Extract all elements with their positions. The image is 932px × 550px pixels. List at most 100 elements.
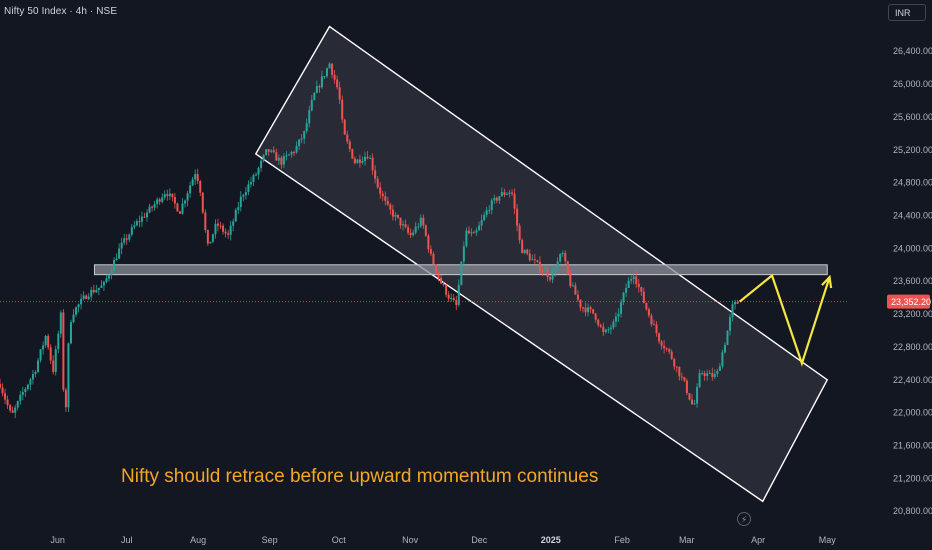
y-tick-label: 24,400.00 bbox=[893, 211, 932, 221]
lightning-icon[interactable] bbox=[737, 512, 751, 526]
candle-body bbox=[427, 235, 430, 250]
candle-body bbox=[348, 141, 351, 150]
candle-body bbox=[729, 317, 732, 331]
candle-body bbox=[460, 261, 463, 285]
candle-body bbox=[538, 261, 541, 271]
x-tick-label: May bbox=[819, 535, 837, 545]
candle-body bbox=[163, 194, 166, 198]
candle-body bbox=[587, 307, 590, 313]
candle-body bbox=[85, 295, 88, 299]
candle-body bbox=[173, 197, 176, 204]
candle-body bbox=[594, 313, 597, 320]
candle-body bbox=[105, 278, 108, 282]
candle-body bbox=[21, 392, 24, 395]
candle-body bbox=[247, 184, 250, 193]
candle-body bbox=[113, 259, 116, 271]
candle-body bbox=[178, 211, 181, 214]
candle-body bbox=[478, 225, 481, 231]
candle-body bbox=[54, 349, 57, 372]
candle-body bbox=[97, 287, 100, 291]
candle-body bbox=[703, 373, 706, 377]
candle-body bbox=[625, 287, 628, 293]
candle-body bbox=[75, 307, 78, 315]
currency-button[interactable]: INR bbox=[888, 4, 926, 21]
candle-body bbox=[26, 384, 29, 389]
candle-body bbox=[313, 92, 316, 100]
candle-body bbox=[442, 283, 445, 285]
y-tick-label: 22,000.00 bbox=[893, 408, 932, 418]
candle-body bbox=[462, 246, 465, 262]
candle-body bbox=[559, 254, 562, 262]
candle-body bbox=[521, 240, 524, 254]
candle-body bbox=[72, 314, 75, 323]
candle-body bbox=[561, 252, 564, 255]
candle-body bbox=[120, 242, 123, 249]
candle-body bbox=[24, 388, 27, 393]
candle-body bbox=[612, 321, 615, 328]
candle-body bbox=[52, 360, 55, 372]
y-tick-label: 22,800.00 bbox=[893, 342, 932, 352]
candle-body bbox=[252, 175, 255, 183]
candle-body bbox=[353, 158, 356, 164]
candle-body bbox=[379, 187, 382, 194]
candle-body bbox=[389, 204, 392, 210]
candle-body bbox=[490, 200, 493, 211]
candle-body bbox=[422, 217, 425, 226]
candle-body bbox=[663, 345, 666, 349]
candle-body bbox=[399, 217, 402, 226]
candle-body bbox=[381, 193, 384, 197]
x-tick-label: Jul bbox=[121, 535, 133, 545]
candle-body bbox=[168, 193, 171, 197]
candle-body bbox=[675, 366, 678, 368]
x-tick-label: Aug bbox=[190, 535, 206, 545]
candle-body bbox=[668, 349, 671, 352]
candle-body bbox=[394, 214, 397, 217]
candle-body bbox=[455, 300, 458, 305]
candle-body bbox=[308, 110, 311, 124]
candle-body bbox=[424, 225, 427, 236]
candle-body bbox=[549, 277, 552, 280]
candle-body bbox=[407, 227, 410, 233]
candle-body bbox=[325, 68, 328, 77]
candle-body bbox=[412, 232, 415, 236]
candle-body bbox=[115, 258, 118, 260]
candle-body bbox=[602, 326, 605, 332]
candle-body bbox=[219, 225, 222, 227]
annotation-text: Nifty should retrace before upward momen… bbox=[121, 466, 598, 487]
y-tick-label: 21,600.00 bbox=[893, 441, 932, 451]
candle-body bbox=[609, 327, 612, 330]
candle-body bbox=[242, 195, 245, 197]
descending-channel[interactable] bbox=[254, 25, 829, 503]
projection-path[interactable] bbox=[739, 273, 831, 367]
x-tick-label: 2025 bbox=[541, 535, 561, 545]
candle-body bbox=[445, 284, 448, 295]
candle-body bbox=[467, 230, 470, 234]
candle-body bbox=[726, 330, 729, 345]
candle-body bbox=[640, 287, 643, 292]
candle-body bbox=[216, 223, 219, 226]
candle-body bbox=[161, 197, 164, 202]
candle-body bbox=[260, 160, 263, 168]
candle-body bbox=[432, 253, 435, 265]
candle-body bbox=[287, 154, 290, 156]
y-tick-label: 22,400.00 bbox=[893, 375, 932, 385]
candle-body bbox=[723, 344, 726, 353]
last-price-label: 23,352.20 bbox=[891, 297, 931, 307]
candle-body bbox=[414, 226, 417, 233]
candle-body bbox=[224, 231, 227, 234]
candle-body bbox=[470, 232, 473, 234]
x-tick-label: Dec bbox=[471, 535, 488, 545]
candle-body bbox=[80, 298, 83, 305]
candle-body bbox=[546, 270, 549, 278]
x-tick-label: Oct bbox=[332, 535, 347, 545]
candle-body bbox=[295, 145, 298, 153]
candle-body bbox=[447, 294, 450, 299]
candle-body bbox=[627, 280, 630, 288]
price-axis[interactable] bbox=[848, 0, 932, 550]
candle-body bbox=[409, 232, 412, 236]
candle-body bbox=[716, 370, 719, 374]
candle-body bbox=[566, 261, 569, 275]
candle-body bbox=[280, 157, 283, 165]
candle-body bbox=[678, 366, 681, 377]
